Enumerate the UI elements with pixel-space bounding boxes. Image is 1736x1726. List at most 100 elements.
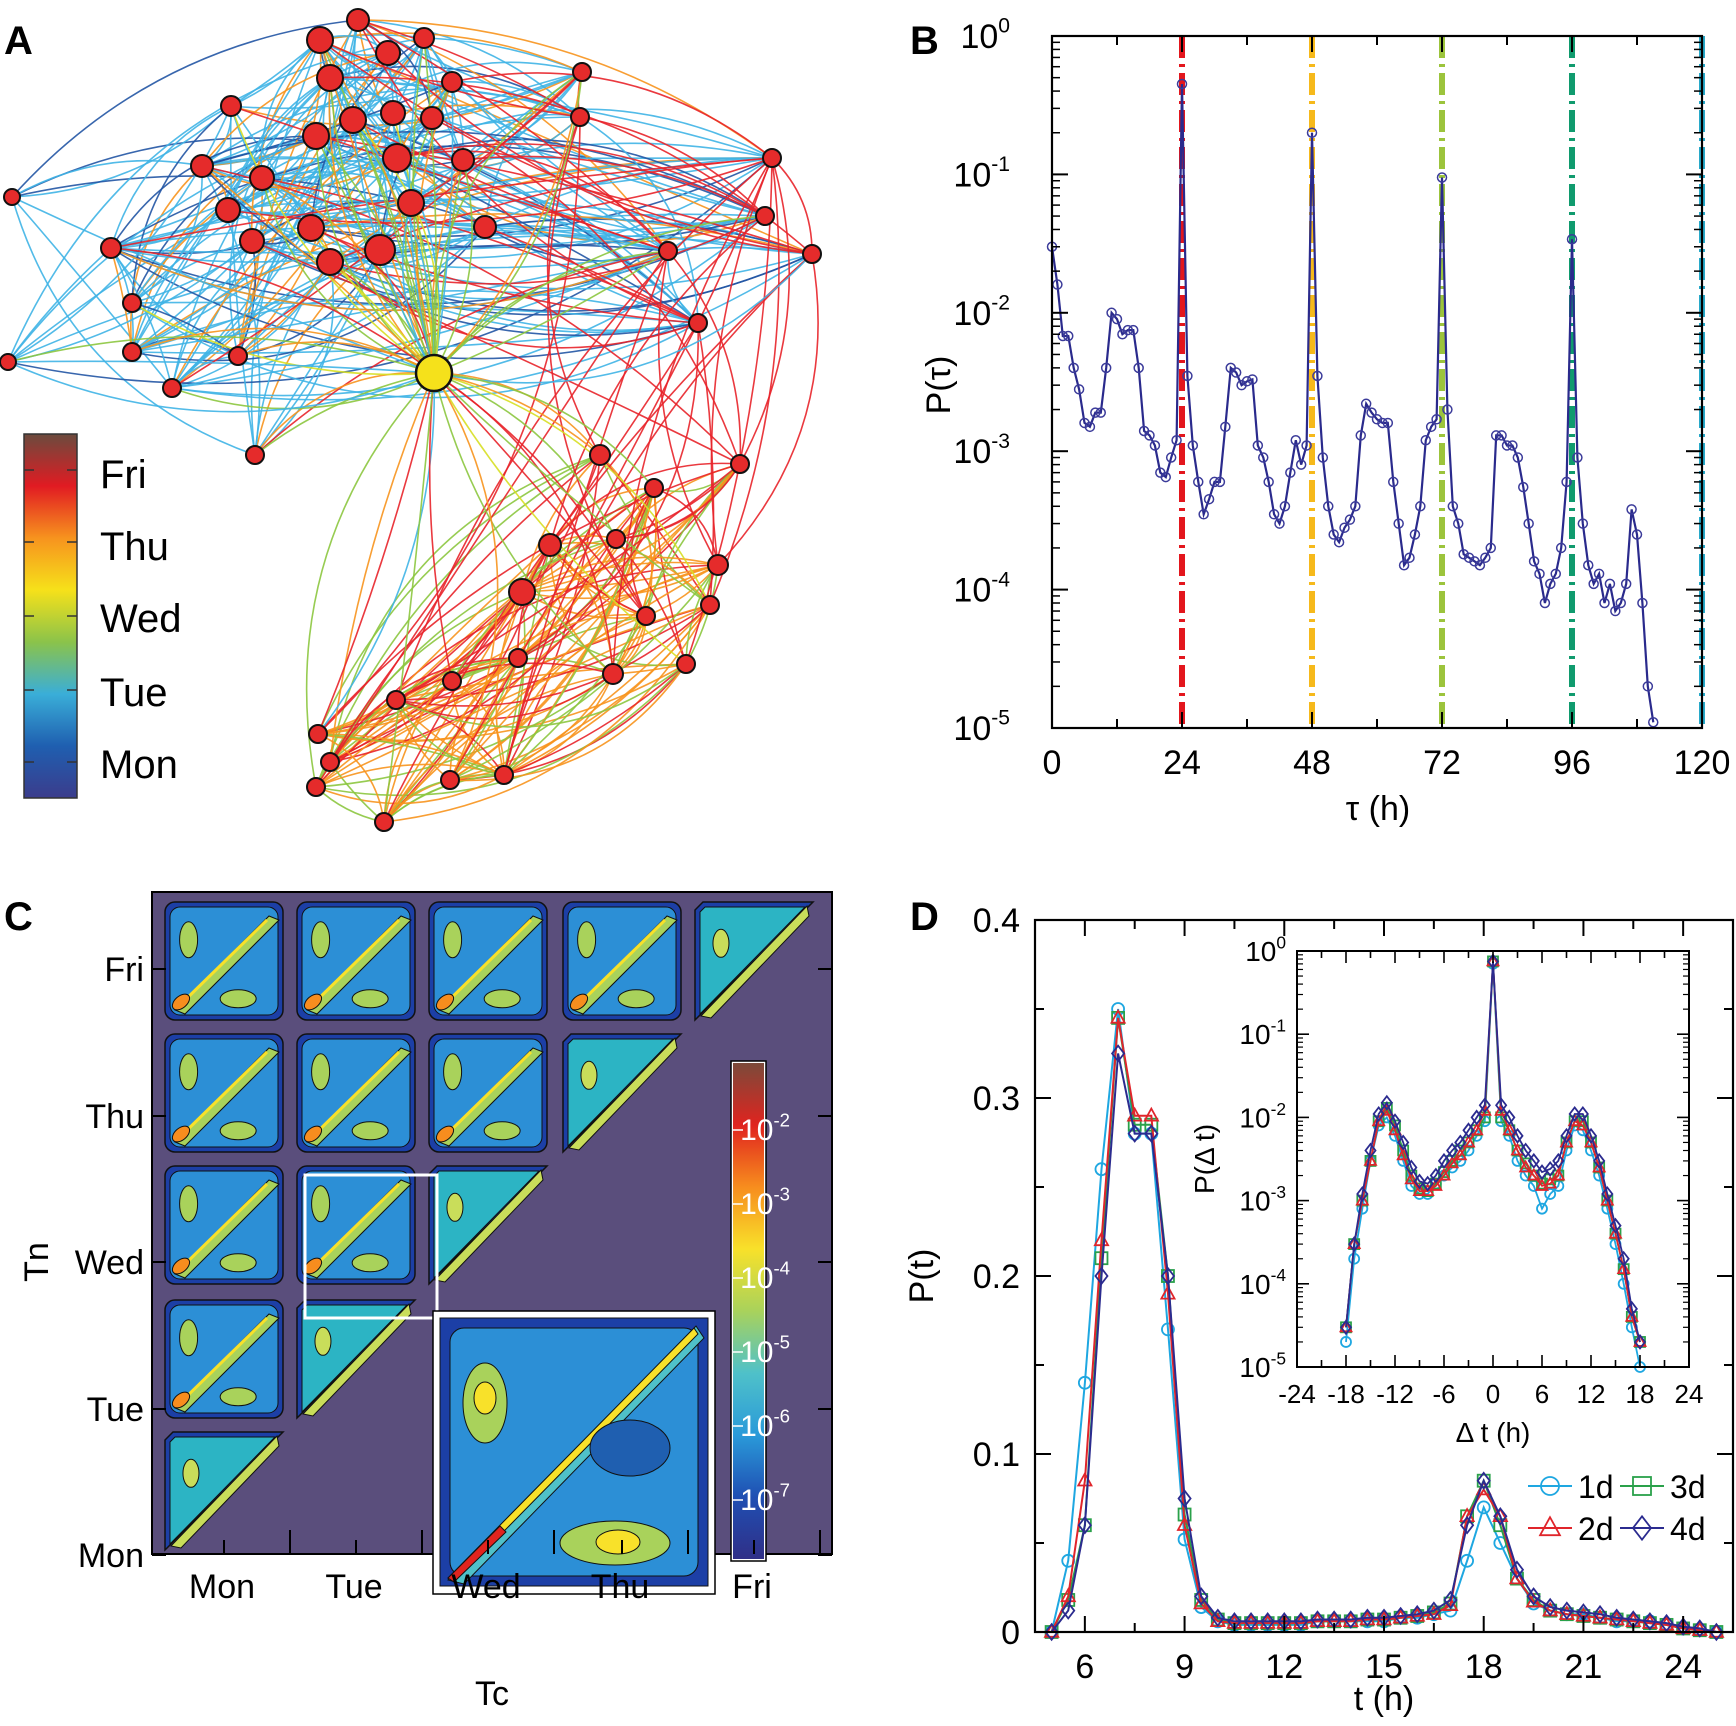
network-edge	[717, 253, 819, 566]
c-block-peak	[179, 921, 199, 959]
b-point	[1073, 384, 1085, 395]
b-point	[1388, 476, 1399, 488]
b-point	[1203, 493, 1215, 505]
c-block-ridge	[177, 1316, 269, 1406]
c-zoom-peak-core	[473, 1381, 497, 1415]
b-point	[1583, 559, 1594, 571]
c-block-hotspot	[171, 1257, 191, 1275]
b-point	[1577, 518, 1589, 529]
inset-point-1d	[1544, 1188, 1557, 1200]
network-edge	[254, 249, 381, 456]
network-edge	[433, 81, 454, 374]
c-day-block	[296, 1165, 416, 1285]
inset-xtick-label: -18	[1327, 1379, 1365, 1409]
network-node	[420, 106, 444, 130]
network-node	[3, 188, 21, 206]
network-edge	[431, 71, 583, 374]
network-edge	[329, 454, 601, 763]
panel-a-letter: A	[4, 19, 33, 63]
inset-ytick-label: 10-2	[1239, 1099, 1286, 1134]
b-point	[1572, 452, 1583, 463]
inset-point-2d	[1624, 1309, 1639, 1322]
network-edge	[383, 538, 617, 823]
inset-xtick-label: 18	[1626, 1379, 1655, 1409]
b-point	[1247, 374, 1258, 385]
b-point	[1312, 370, 1323, 382]
c-block-ridge	[177, 1050, 269, 1140]
b-point	[1398, 559, 1410, 571]
inset-point-4d	[1568, 1105, 1581, 1122]
network-edge	[433, 372, 647, 617]
inset-xtick-label: 12	[1577, 1379, 1606, 1409]
network-edge	[449, 657, 519, 781]
d-point-4d	[1293, 1612, 1309, 1631]
inset-point-2d	[1469, 1122, 1484, 1136]
network-edge	[396, 116, 581, 170]
c-block-peak	[179, 1053, 199, 1091]
network-node	[688, 313, 708, 333]
b-point	[1328, 529, 1339, 540]
network-edge	[7, 361, 435, 413]
c-colorbar-labels: 10-2 10-3 10-4 10-5 10-6 10-7	[733, 1110, 790, 1517]
network-node	[494, 765, 514, 785]
network-edge	[329, 544, 551, 763]
network-node	[508, 578, 536, 606]
inset-point-4d	[1552, 1152, 1565, 1169]
network-edge	[317, 372, 435, 735]
network-node	[346, 8, 370, 32]
c-zoom-inset	[432, 1310, 716, 1595]
b-point	[1496, 430, 1507, 441]
c-day-block	[296, 1033, 416, 1153]
d-point-4d	[1476, 1471, 1491, 1490]
network-node	[730, 454, 750, 474]
network-edge	[317, 454, 601, 735]
b-point	[1453, 518, 1464, 529]
colorbar-label-tue: Tue	[100, 671, 167, 715]
network-edge	[357, 19, 813, 255]
network-edge	[110, 247, 435, 374]
c-axis-ticks	[152, 968, 832, 1556]
c-block-peak	[351, 989, 389, 1009]
b-point	[1090, 407, 1101, 418]
network-edge	[110, 117, 433, 249]
d-ytick-label: 0	[1001, 1614, 1020, 1652]
panel-d-letter: D	[910, 895, 939, 939]
network-node	[239, 228, 265, 254]
c-colorbar-gradient	[733, 1063, 764, 1559]
d-ytick-label: 0.4	[973, 902, 1020, 940]
network-edge	[7, 360, 435, 374]
d-point-4d	[1127, 1124, 1142, 1143]
d-point-2d	[1043, 1622, 1060, 1638]
network-edge	[612, 487, 657, 675]
d-point-4d	[1110, 1044, 1126, 1063]
c-day-block	[428, 1033, 548, 1153]
c-zoom-heatmap	[439, 1317, 709, 1587]
c-block-hotspot	[435, 1125, 455, 1143]
legend-label-1d: 1d	[1578, 1469, 1614, 1505]
c-tri-diagonal	[568, 1036, 678, 1151]
b-point	[1290, 434, 1301, 446]
b-point	[1128, 324, 1139, 336]
colorbar-ticks	[24, 469, 77, 763]
d-point-1d	[1476, 1500, 1491, 1515]
colorbar-label-wed: Wed	[100, 597, 182, 641]
inset-point-2d	[1608, 1225, 1623, 1239]
d-point-4d	[1177, 1489, 1192, 1508]
network-edge	[630, 487, 655, 617]
network-edge	[201, 157, 699, 324]
network-edge	[329, 77, 435, 374]
network-edge	[317, 463, 741, 735]
c-day-block	[164, 1299, 284, 1419]
network-edge	[317, 733, 505, 776]
c-xtick-label: Fri	[732, 1568, 772, 1606]
network-edge	[521, 463, 741, 593]
inset-point-4d	[1437, 1152, 1451, 1169]
inset-point-4d	[1348, 1236, 1361, 1253]
network-edge	[110, 105, 232, 249]
legend-marker-4d	[1631, 1514, 1653, 1542]
c-ytick-label: Fri	[104, 951, 144, 989]
inset-point-2d	[1551, 1167, 1566, 1181]
network-edge	[357, 19, 669, 252]
c-block-ridge	[441, 1050, 533, 1140]
network-node	[707, 554, 729, 576]
